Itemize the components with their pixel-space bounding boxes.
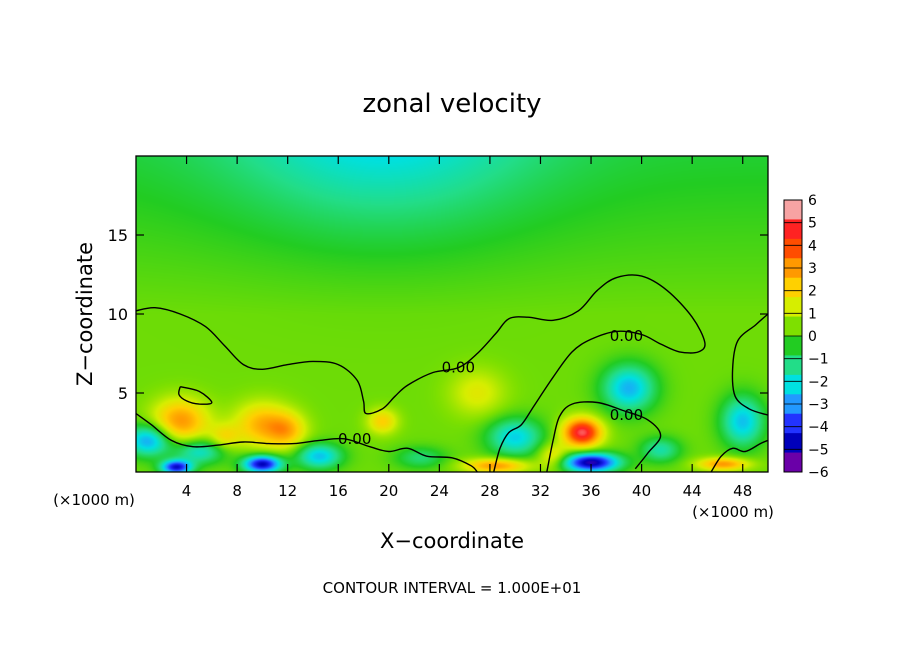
colorbar-label: −2 (808, 374, 829, 390)
x-tick-label: 44 (683, 482, 702, 500)
x-tick-label: 28 (480, 482, 499, 500)
contour-line (546, 401, 662, 472)
y-tick-label: 5 (118, 384, 128, 403)
x-tick-label: 12 (278, 482, 297, 500)
colorbar-swatch (784, 297, 802, 317)
x-tick-label: 32 (531, 482, 550, 500)
colorbar-label: −6 (808, 465, 829, 481)
contour-line (177, 386, 213, 405)
contour-lines (136, 274, 768, 472)
x-axis-ticks: 4 8 12 16 20 24 28 32 36 40 44 48 (182, 156, 752, 500)
x-tick-label: 48 (733, 482, 752, 500)
velocity-field-image (136, 156, 768, 472)
x-axis-unit-label: (×1000 m) (53, 491, 135, 509)
colorbar-swatch (784, 277, 802, 298)
velocity-field (136, 156, 768, 472)
y-tick-label: 10 (108, 305, 128, 324)
x-tick-label: 8 (232, 482, 242, 500)
colorbar-swatch (784, 200, 802, 220)
x-tick-label: 20 (379, 482, 398, 500)
x-tick-label: 24 (430, 482, 449, 500)
colorbar-label: 6 (808, 193, 817, 209)
contour-line (710, 439, 768, 472)
contour-line (136, 412, 478, 472)
colorbar-swatch (784, 238, 802, 259)
colorbar-swatch (784, 219, 802, 240)
x-tick-label: 4 (182, 482, 192, 500)
contour-label: 0.00 (338, 430, 371, 448)
y-tick-label: 15 (108, 226, 128, 245)
colorbar-swatch (784, 374, 802, 395)
colorbar: 6 5 4 3 2 1 0 −1 −2 −3 −4 −5 −6 (783, 193, 829, 481)
colorbar-label: 1 (808, 306, 817, 322)
colorbar-label: −3 (808, 397, 829, 413)
colorbar-label: 4 (808, 238, 817, 254)
contour-line (731, 313, 768, 416)
contour-label: 0.00 (610, 327, 643, 345)
colorbar-swatch (784, 433, 802, 453)
contour-line (136, 274, 706, 472)
x-tick-label: 16 (329, 482, 348, 500)
colorbar-label: −5 (808, 442, 829, 458)
colorbar-swatch (784, 355, 802, 376)
colorbar-label: 0 (808, 329, 817, 345)
colorbar-swatch (784, 452, 802, 473)
x-tick-label: 40 (632, 482, 651, 500)
colorbar-swatch (784, 316, 802, 337)
colorbar-label: 3 (808, 261, 817, 277)
colorbar-swatch (784, 413, 802, 434)
contour-label: 0.00 (442, 359, 475, 377)
colorbar-label: −4 (808, 420, 829, 436)
colorbar-label: 5 (808, 216, 817, 232)
contour-interval-note: CONTOUR INTERVAL = 1.000E+01 (323, 579, 582, 597)
x-axis-unit-label-right: (×1000 m) (692, 503, 774, 521)
x-tick-label: 36 (581, 482, 600, 500)
contour-labels: 0.00 0.00 0.00 0.00 (338, 327, 643, 448)
chart-title: zonal velocity (362, 89, 541, 119)
y-axis-label: Z−coordinate (73, 242, 97, 386)
colorbar-swatch (784, 336, 802, 356)
y-axis-ticks: 5 10 15 (108, 226, 768, 403)
x-axis-label: X−coordinate (380, 529, 524, 553)
colorbar-label: 2 (808, 284, 817, 300)
contour-label: 0.00 (610, 406, 643, 424)
colorbar-label: −1 (808, 352, 829, 368)
